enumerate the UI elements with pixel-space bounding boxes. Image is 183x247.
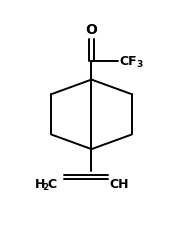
- Text: CF: CF: [119, 55, 137, 68]
- Text: 3: 3: [137, 60, 143, 69]
- Text: CH: CH: [109, 178, 128, 191]
- Text: C: C: [47, 178, 56, 191]
- Text: H: H: [35, 178, 45, 191]
- Text: 2: 2: [42, 183, 48, 192]
- Text: O: O: [86, 22, 97, 37]
